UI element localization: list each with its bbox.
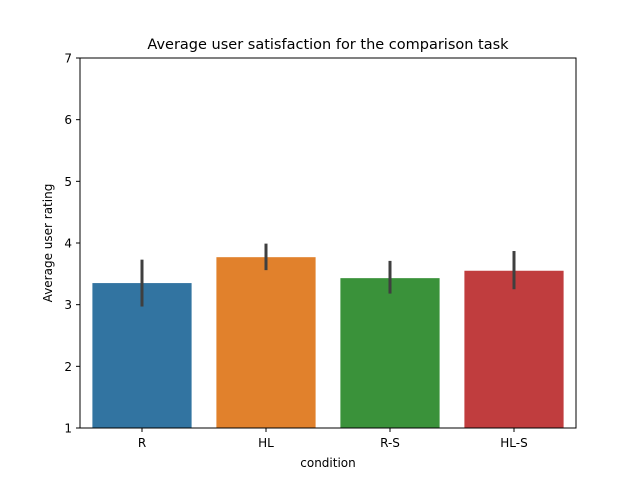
bar-r: [92, 283, 192, 428]
bars-group: [92, 257, 564, 428]
y-tick-label: 4: [64, 237, 72, 251]
x-tick-label: HL: [258, 436, 274, 450]
x-axis-title: condition: [300, 456, 355, 470]
y-tick-label: 1: [64, 422, 72, 436]
bar-hl-s: [464, 270, 564, 428]
y-axis: 1 2 3 4 5 6 7: [64, 52, 80, 436]
y-tick-label: 2: [64, 360, 72, 374]
bar-r-s: [340, 278, 440, 428]
y-tick-label: 3: [64, 298, 72, 312]
y-tick-label: 7: [64, 52, 72, 66]
y-axis-title: Average user rating: [41, 184, 55, 303]
bar-hl: [216, 257, 316, 428]
x-tick-label: R: [138, 436, 146, 450]
x-tick-label: HL-S: [500, 436, 527, 450]
chart-title: Average user satisfaction for the compar…: [147, 37, 509, 53]
x-tick-label: R-S: [380, 436, 400, 450]
x-axis: R HL R-S HL-S: [138, 428, 528, 450]
y-tick-label: 5: [64, 175, 72, 189]
error-bars-group: [140, 243, 516, 307]
y-tick-label: 6: [64, 113, 72, 127]
